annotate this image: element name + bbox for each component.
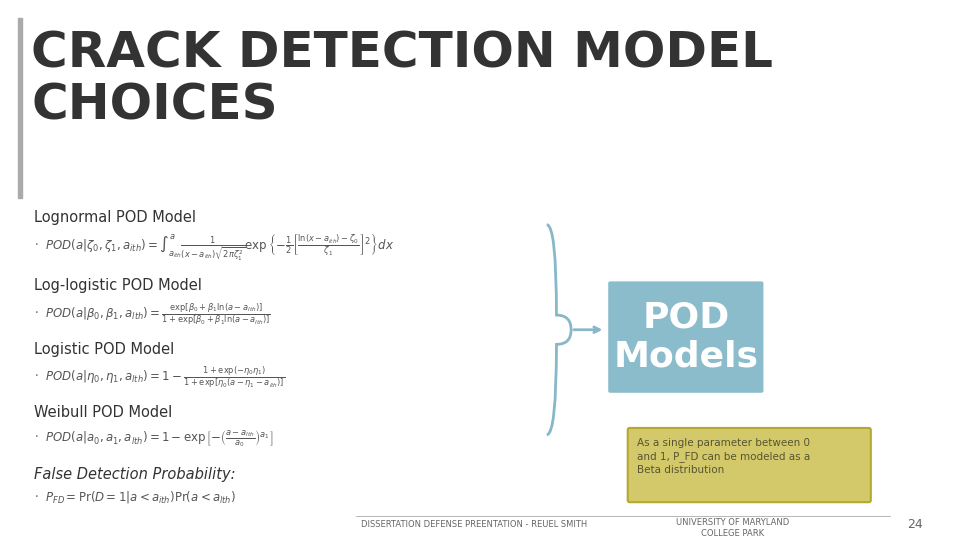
Text: DISSERTATION DEFENSE PREENTATION - REUEL SMITH: DISSERTATION DEFENSE PREENTATION - REUEL… [361,520,588,529]
Bar [17,18,22,198]
Text: False Detection Probability:: False Detection Probability: [35,467,235,482]
FancyBboxPatch shape [628,428,871,502]
Text: Log-logistic POD Model: Log-logistic POD Model [35,279,202,293]
Text: CRACK DETECTION MODEL
CHOICES: CRACK DETECTION MODEL CHOICES [32,29,773,129]
Text: ·  $POD(a|\beta_0,\beta_1,a_{lth}) = \frac{\exp[\beta_0+\beta_1\ln(a-a_{lth})]}{: · $POD(a|\beta_0,\beta_1,a_{lth}) = \fra… [35,301,271,327]
Text: ·  $POD(a|\eta_0,\eta_1,a_{lth}) = 1 - \frac{1+\exp(-\eta_0\eta_1)}{1+\exp[\eta_: · $POD(a|\eta_0,\eta_1,a_{lth}) = 1 - \f… [35,364,285,390]
Text: ·  $P_{FD} = \Pr(D=1|a < a_{ith})\Pr(a < a_{lth})$: · $P_{FD} = \Pr(D=1|a < a_{ith})\Pr(a < … [35,489,236,504]
Text: As a single parameter between 0
and 1, P_FD can be modeled as a
Beta distributio: As a single parameter between 0 and 1, P… [637,438,811,475]
Text: UNIVERSITY OF MARYLAND
COLLEGE PARK: UNIVERSITY OF MARYLAND COLLEGE PARK [676,518,789,538]
Text: 24: 24 [907,518,923,531]
Text: Weibull POD Model: Weibull POD Model [35,406,173,421]
Text: ·  $POD(a|a_0,a_1,a_{lth}) = 1 - \exp\left[-\left(\frac{a-a_{lth}}{a_0}\right)^{: · $POD(a|a_0,a_1,a_{lth}) = 1 - \exp\lef… [35,428,274,449]
Text: ·  $POD(a|\zeta_0,\zeta_1,a_{ith}) = \int_{a_{ith}}^{a} \frac{1}{(x-a_{ith})\sqr: · $POD(a|\zeta_0,\zeta_1,a_{ith}) = \int… [35,233,395,264]
Text: POD
Models: POD Models [613,300,758,374]
Text: Lognormal POD Model: Lognormal POD Model [35,210,196,225]
FancyBboxPatch shape [609,281,763,393]
Text: Logistic POD Model: Logistic POD Model [35,342,175,357]
